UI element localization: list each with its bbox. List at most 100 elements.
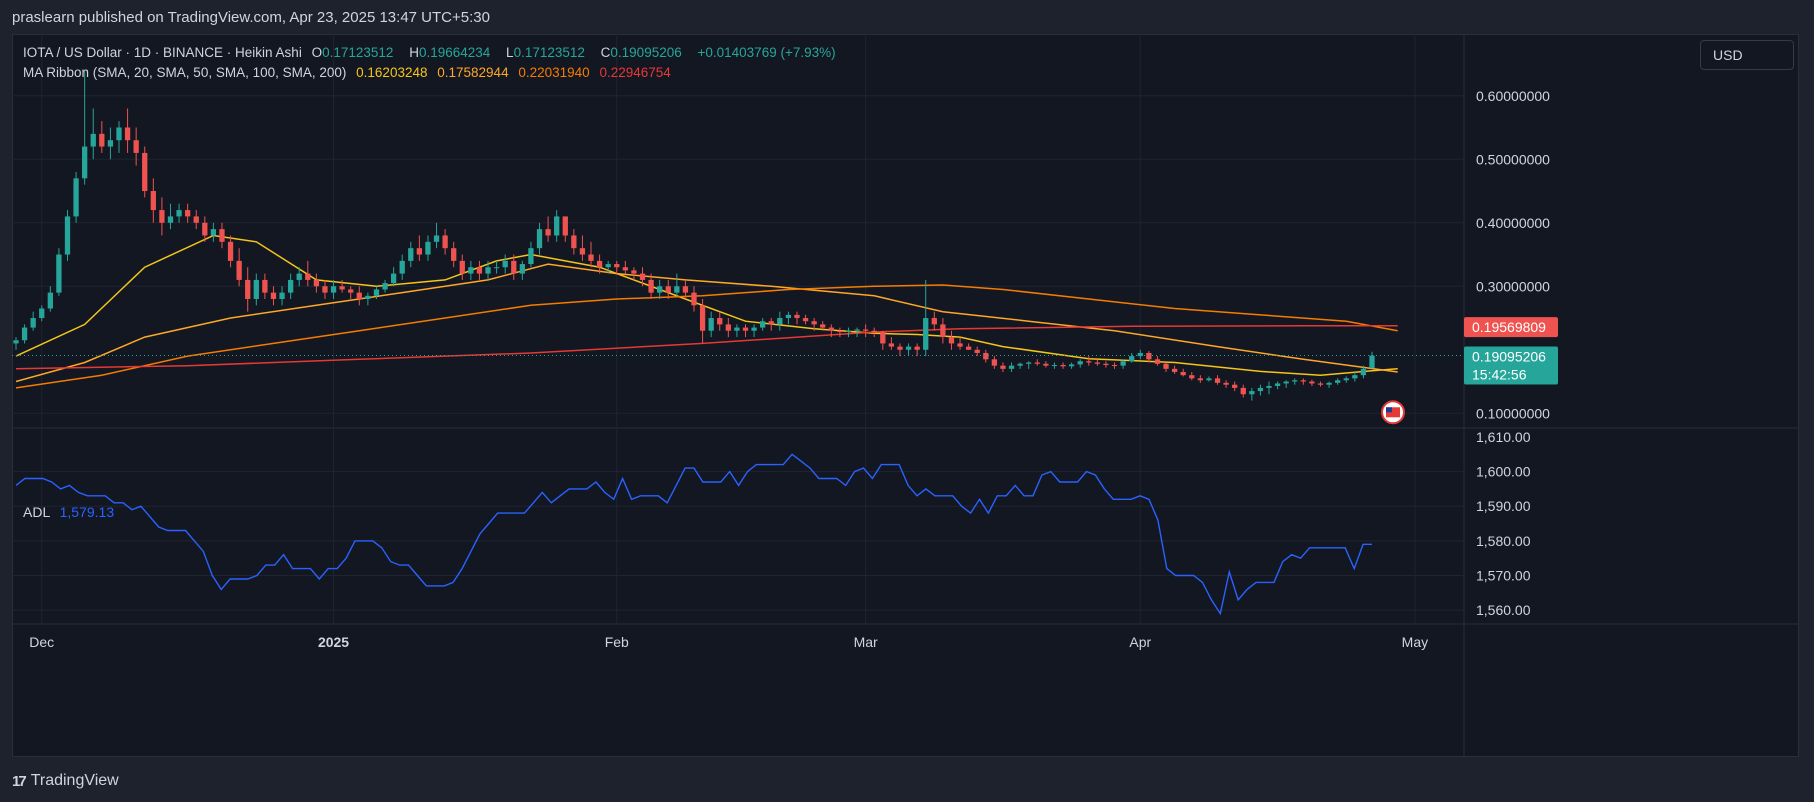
candle-body <box>905 346 912 350</box>
candle-body <box>571 235 577 249</box>
adl-tick-label: 1,600.00 <box>1476 464 1531 480</box>
candle-body <box>725 324 731 331</box>
candle-body <box>107 140 114 147</box>
candle-body <box>90 133 96 147</box>
candle-body <box>785 314 792 319</box>
candles[interactable] <box>12 70 1464 401</box>
candle-body <box>880 332 886 344</box>
x-tick-label: Mar <box>854 634 878 650</box>
candle-body <box>1197 378 1203 381</box>
candle-body <box>1077 361 1083 365</box>
chart-frame[interactable] <box>12 34 1799 757</box>
high-label: H <box>409 45 419 60</box>
candle-body <box>1129 356 1135 362</box>
currency-button[interactable]: USD <box>1700 40 1794 70</box>
ma-line-sma-200 <box>15 324 1398 370</box>
candle-body <box>545 229 551 236</box>
candle-body <box>528 248 534 265</box>
candle-body <box>253 279 259 299</box>
x-tick-label: May <box>1402 634 1428 650</box>
candle-body <box>1111 365 1118 367</box>
tradingview-logo[interactable]: 17 TradingView <box>12 772 119 790</box>
price-tick-label: 0.60000000 <box>1476 88 1550 104</box>
candle-body <box>270 292 277 299</box>
candle-body <box>1137 352 1143 357</box>
candle-body <box>1051 365 1058 367</box>
candle-body <box>1060 365 1066 367</box>
candle-body <box>1120 361 1126 366</box>
candle-body <box>30 318 36 328</box>
candle-body <box>948 337 955 344</box>
chart-canvas[interactable]: Dec 2025 Feb Mar Apr May 0.60000000 0.50000000 0… <box>12 34 1799 757</box>
candle-body <box>734 327 740 331</box>
candle-body <box>717 318 723 325</box>
candle-body <box>1249 391 1255 395</box>
candle-body <box>957 343 963 347</box>
candle-body <box>554 216 560 236</box>
price-tick-label: 0.50000000 <box>1476 151 1550 167</box>
symbol-title[interactable]: IOTA / US Dollar · 1D · BINANCE · Heikin… <box>23 45 302 60</box>
candle-body <box>897 346 903 350</box>
countdown-tag-text: 15:42:56 <box>1472 367 1527 383</box>
candle-body <box>1274 383 1281 386</box>
ma-ribbon-title[interactable]: MA Ribbon (SMA, 20, SMA, 50, SMA, 100, S… <box>23 65 347 80</box>
ma50-value: 0.17582944 <box>437 65 509 80</box>
candle-body <box>863 329 869 331</box>
candle-body <box>991 359 998 366</box>
candle-body <box>923 318 929 350</box>
candle-body <box>631 270 637 274</box>
candle-body <box>1026 362 1032 364</box>
candle-body <box>1180 372 1186 376</box>
candle-body <box>399 260 405 274</box>
candle-body <box>1283 381 1289 384</box>
flag-canton <box>1386 407 1392 413</box>
publish-credit: praslearn published on TradingView.com, … <box>12 9 490 26</box>
candle-body <box>871 330 877 333</box>
candle-body <box>639 273 646 280</box>
candle-body <box>511 260 517 274</box>
candle-body <box>708 318 714 331</box>
adl-tick-label: 1,580.00 <box>1476 533 1531 549</box>
candle-body <box>99 133 105 147</box>
candle-body <box>442 235 448 249</box>
candle-body <box>451 248 457 261</box>
candle-body <box>691 292 697 306</box>
candle-body <box>227 241 234 261</box>
candle-body <box>1189 375 1195 379</box>
candle-body <box>888 343 895 347</box>
candle-body <box>1043 363 1049 366</box>
candle-body <box>1206 378 1212 381</box>
flag-stripes <box>1386 407 1400 418</box>
candle-body <box>416 248 423 255</box>
candle-body <box>185 210 191 217</box>
candle-body <box>1257 387 1264 392</box>
high-value: 0.19664234 <box>418 45 491 60</box>
candle-body <box>820 324 826 328</box>
candle-body <box>854 329 860 331</box>
candle-body <box>802 318 809 322</box>
candle-body <box>777 318 783 325</box>
adl-pane <box>15 453 1372 616</box>
candle-body <box>142 152 148 192</box>
candle-body <box>356 292 362 299</box>
adl-tick-label: 1,590.00 <box>1476 498 1531 514</box>
candle-body <box>73 178 79 217</box>
adl-value: 1,579.13 <box>59 504 115 520</box>
candle-body <box>1240 387 1246 395</box>
tradingview-brand: TradingView <box>30 772 119 789</box>
candle-body <box>13 340 19 344</box>
candle-body <box>1103 363 1109 366</box>
candle-body <box>150 191 156 211</box>
candle-body <box>614 264 620 268</box>
candle-body <box>193 216 199 223</box>
x-tick-label: Dec <box>29 634 54 650</box>
candle-body <box>811 321 817 325</box>
candle-body <box>519 264 525 274</box>
candle-body <box>1309 381 1315 384</box>
candle-body <box>1171 368 1178 373</box>
candle-body <box>64 216 71 255</box>
price-tags: 0.19569809 0.19095206 15:42:56 <box>1381 317 1558 425</box>
candle-body <box>339 286 345 290</box>
adl-label[interactable]: ADL <box>23 504 50 520</box>
candle-body <box>287 279 294 293</box>
